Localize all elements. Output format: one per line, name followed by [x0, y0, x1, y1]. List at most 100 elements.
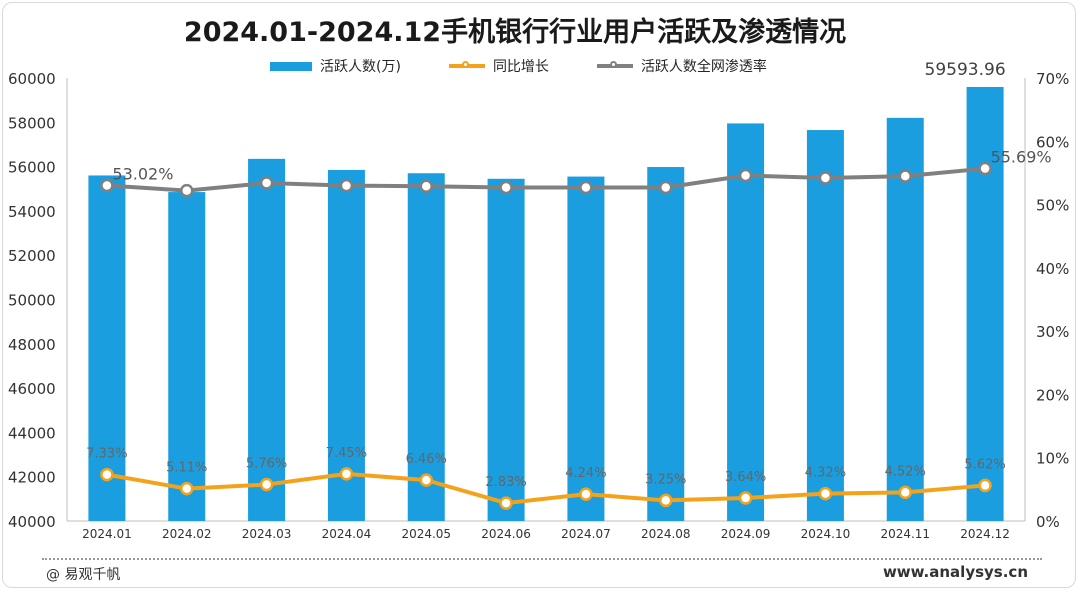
y-left-tick-label: 52000	[8, 247, 56, 265]
bar	[567, 176, 605, 521]
yoy-growth-point	[259, 477, 274, 492]
penetration-point	[978, 161, 992, 176]
penetration-data-label: 53.02%	[112, 164, 173, 183]
y-left-tick-label: 46000	[8, 380, 56, 398]
y-left-tick-label: 48000	[8, 336, 56, 354]
chart-plot: 40000 42000 44000 46000 48000 50000 52000 54000…	[8, 60, 1069, 541]
bar	[327, 169, 365, 522]
y-left-tick-label: 56000	[8, 159, 56, 177]
yoy-growth-data-label: 7.45%	[326, 446, 367, 461]
yoy-growth-data-label: 6.46%	[406, 452, 447, 467]
x-tick-label: 2024.10	[801, 527, 851, 541]
yoy-growth-point	[339, 467, 354, 481]
chart-legend: 活跃人数(万) 同比增长 活跃人数全网渗透率	[270, 54, 815, 78]
penetration-point	[180, 183, 194, 198]
chart-title: 2024.01-2024.12手机银行行业用户活跃及渗透情况	[183, 17, 847, 48]
x-tick-label: 2024.02	[162, 527, 212, 541]
bar	[407, 173, 445, 521]
legend-item-penetration: 活跃人数全网渗透率	[596, 56, 767, 76]
penetration-point	[579, 180, 593, 195]
bar	[248, 158, 286, 521]
x-tick-label: 2024.05	[401, 527, 451, 541]
penetration-line	[106, 166, 986, 193]
yoy-growth-point	[978, 478, 992, 493]
x-tick-label: 2024.06	[481, 527, 531, 541]
yoy-growth-point	[898, 485, 912, 500]
yoy-growth-data-label: 5.76%	[246, 457, 287, 472]
bar	[88, 175, 126, 521]
legend-item-yoy-growth: 同比增长	[448, 56, 549, 76]
y-left-tick-label: 54000	[8, 203, 56, 221]
x-tick-label: 2024.12	[960, 527, 1010, 541]
yoy-growth-data-label: 4.32%	[805, 466, 846, 481]
yoy-growth-data-label: 2.83%	[485, 475, 526, 490]
yoy-growth-point	[100, 467, 114, 482]
legend-label-penetration: 活跃人数全网渗透率	[640, 59, 767, 75]
y-right-tick-label: 0%	[1036, 513, 1060, 531]
y-right-tick-label: 50%	[1036, 197, 1069, 215]
yoy-growth-data-label: 4.24%	[565, 466, 606, 481]
footer-website: www.analysys.cn	[882, 563, 1028, 581]
legend-label-active-users: 活跃人数(万)	[320, 59, 401, 75]
yoy-growth-point	[579, 487, 593, 501]
x-tick-label: 2024.01	[82, 527, 132, 541]
x-tick-label: 2024.04	[322, 527, 372, 541]
footer-divider	[42, 558, 1042, 560]
penetration-point	[339, 178, 354, 193]
penetration-point	[259, 176, 274, 190]
bar	[487, 178, 525, 521]
y-left-tick-label: 50000	[8, 292, 56, 310]
penetration-point	[898, 169, 912, 183]
bar	[966, 86, 1004, 522]
legend-swatch-bar	[270, 61, 312, 71]
y-right-tick-label: 70%	[1036, 70, 1069, 88]
x-tick-label: 2024.08	[641, 527, 691, 541]
legend-swatch-penetration-line	[596, 61, 633, 68]
legend-item-active-users: 活跃人数(万)	[270, 56, 401, 76]
legend-swatch-yoy-line	[448, 61, 485, 68]
yoy-growth-point	[499, 496, 513, 510]
y-left-tick-label: 60000	[8, 70, 56, 88]
penetration-data-label: 55.69%	[991, 148, 1052, 167]
y-right-tick-label: 60%	[1036, 133, 1069, 151]
penetration-point	[499, 180, 513, 195]
penetration-point	[818, 171, 833, 185]
y-left-tick-label: 40000	[8, 513, 56, 531]
penetration-point	[100, 178, 114, 193]
yoy-growth-data-label: 5.62%	[964, 457, 1005, 472]
y-right-tick-label: 10%	[1036, 450, 1069, 468]
legend-label-yoy-growth: 同比增长	[492, 59, 549, 75]
y-right-tick-label: 40%	[1036, 260, 1069, 278]
yoy-growth-point	[738, 491, 753, 505]
x-tick-label: 2024.11	[880, 527, 930, 541]
yoy-growth-data-label: 5.11%	[166, 461, 207, 476]
yoy-growth-point	[659, 493, 673, 508]
yoy-growth-point	[180, 481, 194, 496]
x-tick-label: 2024.07	[561, 527, 611, 541]
penetration-point	[419, 179, 433, 193]
bar	[727, 123, 765, 521]
yoy-growth-data-label: 3.64%	[725, 470, 766, 485]
yoy-growth-point	[419, 473, 433, 487]
yoy-growth-data-label: 4.52%	[885, 464, 926, 479]
bar	[806, 130, 844, 522]
yoy-growth-data-label: 7.33%	[86, 447, 127, 462]
y-right-tick-label: 20%	[1036, 386, 1069, 404]
yoy-growth-point	[818, 486, 833, 501]
bar	[647, 167, 685, 521]
yoy-growth-data-label: 3.25%	[645, 472, 686, 487]
footer-brand: @ 易观千帆	[46, 567, 121, 583]
y-left-tick-label: 44000	[8, 424, 56, 442]
yoy-growth-line	[106, 471, 986, 506]
x-tick-label: 2024.09	[721, 527, 771, 541]
x-tick-label: 2024.03	[242, 527, 292, 541]
bar	[886, 117, 924, 522]
y-right-tick-label: 30%	[1036, 323, 1069, 341]
bar-data-label: 59593.96	[925, 60, 1006, 80]
y-left-tick-label: 58000	[8, 114, 56, 132]
bar	[168, 192, 206, 521]
penetration-point	[659, 180, 673, 195]
penetration-point	[738, 168, 753, 183]
y-left-tick-label: 42000	[8, 469, 56, 487]
